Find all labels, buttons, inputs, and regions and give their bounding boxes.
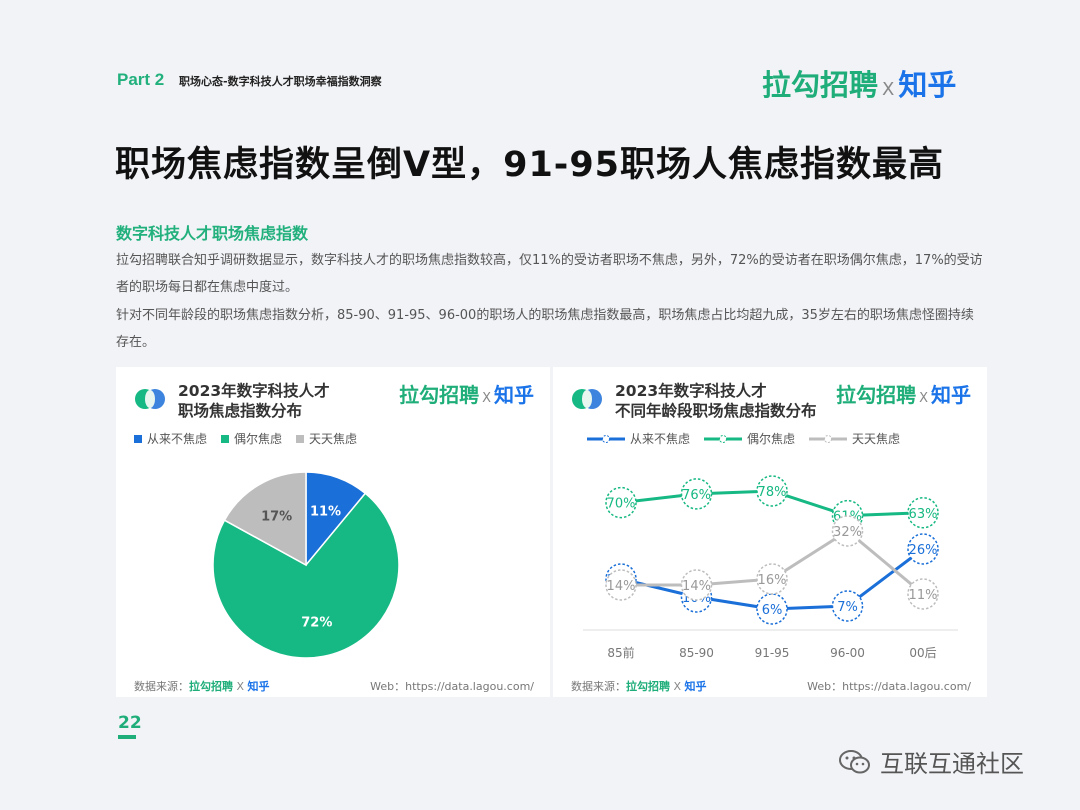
data-label: 7% — [837, 600, 858, 615]
x-tick-label: 96-00 — [830, 646, 865, 660]
card-title-line2: 职场焦虑指数分布 — [178, 402, 303, 420]
watermark: 互联互通社区 — [838, 744, 1024, 779]
x-tick-label: 00后 — [909, 646, 936, 660]
data-label: 26% — [909, 543, 938, 558]
data-source: 数据来源：拉勾招聘 X 知乎 — [571, 680, 707, 693]
page-number-underline — [118, 735, 136, 739]
data-label: 11% — [909, 588, 938, 603]
data-source: 数据来源：拉勾招聘 X 知乎 — [134, 680, 270, 693]
data-point — [831, 515, 864, 547]
card-title-line1: 2023年数字科技人才 — [615, 382, 767, 400]
data-label: 63% — [909, 507, 938, 522]
logo-x: X — [882, 79, 895, 100]
line-legend: 从来不焦虑 偶尔焦虑 天天焦虑 — [587, 430, 900, 447]
header-logo: 拉勾招聘 X 知乎 — [762, 62, 956, 104]
paragraph-2: 针对不同年龄段的职场焦虑指数分析，85-90、91-95、96-00的职场人的职… — [116, 308, 974, 350]
lagou-logo-text: 拉勾招聘 — [762, 68, 879, 102]
pie-legend: 从来不焦虑 偶尔焦虑 天天焦虑 — [134, 430, 357, 447]
page-number: 22 — [118, 713, 142, 733]
logo-x: X — [482, 391, 491, 406]
card-title: 2023年数字科技人才 不同年龄段职场焦虑指数分布 — [615, 381, 817, 421]
data-label: 32% — [833, 525, 862, 540]
page-title: 职场焦虑指数呈倒V型，91-95职场人焦虑指数最高 — [115, 145, 945, 185]
watermark-text: 互联互通社区 — [880, 750, 1024, 778]
zhihu-logo-text: 知乎 — [494, 383, 534, 407]
legend-item-never: 从来不焦虑 — [587, 430, 690, 447]
line-chart-card: 2023年数字科技人才 不同年龄段职场焦虑指数分布 拉勾招聘 X 知乎 从来不焦虑 … — [553, 367, 987, 697]
pie-slice-label: 17% — [261, 509, 292, 524]
card-logo: 拉勾招聘 X 知乎 — [399, 379, 534, 408]
logo-x: X — [919, 391, 928, 406]
pie-chart-card: 2023年数字科技人才 职场焦虑指数分布 拉勾招聘 X 知乎 从来不焦虑 偶尔焦虑 … — [116, 367, 550, 697]
zhihu-logo-text: 知乎 — [898, 68, 957, 102]
legend-item-daily: 天天焦虑 — [296, 430, 357, 447]
data-point — [605, 486, 637, 519]
card-logo: 拉勾招聘 X 知乎 — [836, 379, 971, 408]
x-tick-label: 91-95 — [755, 646, 790, 660]
data-point — [907, 497, 939, 529]
data-point — [756, 593, 788, 625]
wechat-icon — [839, 749, 870, 773]
legend-item-sometimes: 偶尔焦虑 — [221, 430, 282, 447]
card-title: 2023年数字科技人才 职场焦虑指数分布 — [178, 381, 330, 421]
pie-slice-label: 11% — [310, 505, 341, 520]
data-point — [756, 563, 788, 595]
data-label: 6% — [762, 603, 783, 618]
pie-slice-label: 72% — [301, 616, 332, 631]
pie-slice — [223, 471, 307, 567]
data-point — [831, 590, 864, 622]
data-point — [680, 478, 713, 510]
legend-item-daily: 天天焦虑 — [809, 430, 900, 447]
data-label: 78% — [758, 485, 787, 500]
legend-item-sometimes: 偶尔焦虑 — [704, 430, 795, 447]
data-point — [680, 569, 713, 601]
data-point — [907, 578, 939, 610]
card-title-line2: 不同年龄段职场焦虑指数分布 — [615, 402, 817, 420]
data-label: 16% — [758, 573, 787, 588]
zhihu-logo-text: 知乎 — [931, 383, 971, 407]
paragraph-1: 拉勾招聘联合知乎调研数据显示，数字科技人才的职场焦虑指数较高，仅11%的受访者职… — [116, 253, 983, 295]
header-subtitle: 职场心态-数字科技人才职场幸福指数洞察 — [179, 75, 382, 88]
data-label: 14% — [682, 579, 711, 594]
chart-logo-icon — [572, 389, 602, 409]
lagou-logo-text: 拉勾招聘 — [836, 383, 917, 407]
data-point — [907, 533, 939, 565]
section-title: 数字科技人才职场焦虑指数 — [116, 224, 309, 243]
pie-chart: 11% 72% 17% — [212, 471, 400, 659]
web-url: Web：https://data.lagou.com/ — [807, 680, 971, 693]
web-url: Web：https://data.lagou.com/ — [370, 680, 534, 693]
x-tick-label: 85-90 — [679, 646, 714, 660]
card-title-line1: 2023年数字科技人才 — [178, 382, 330, 400]
data-point — [756, 475, 788, 507]
part-label: Part 2 — [117, 70, 165, 89]
x-tick-label: 85前 — [607, 645, 634, 660]
data-point — [605, 569, 637, 601]
legend-item-never: 从来不焦虑 — [134, 430, 207, 447]
data-label: 14% — [607, 579, 636, 594]
data-label: 76% — [682, 488, 711, 503]
lagou-logo-text: 拉勾招聘 — [399, 383, 480, 407]
line-chart: 16%10%6%7%26%70%76%78%61%63%14%14%16%32%… — [583, 475, 958, 660]
chart-logo-icon — [135, 389, 165, 409]
data-label: 70% — [607, 497, 636, 512]
pie-slice — [212, 492, 400, 659]
